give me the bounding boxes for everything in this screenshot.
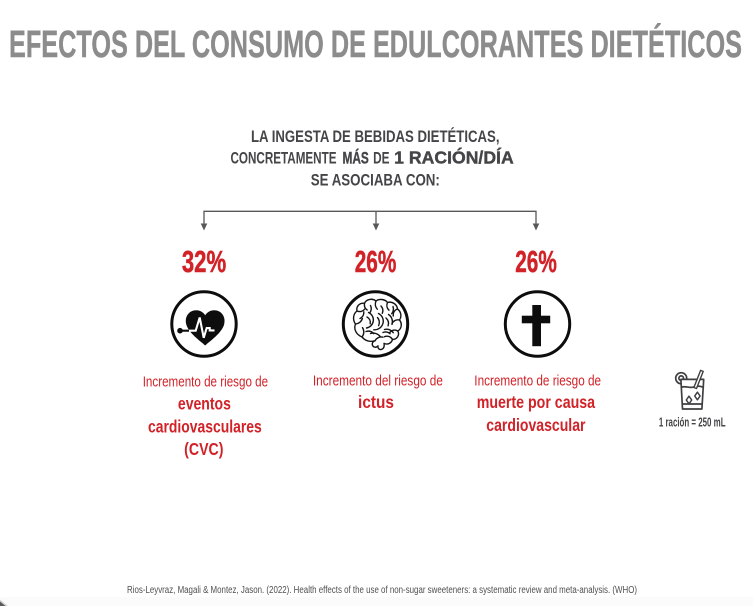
svg-text:26%: 26% bbox=[515, 245, 557, 279]
svg-text:(CVC): (CVC) bbox=[184, 439, 223, 459]
svg-text:SE ASOCIABA CON:: SE ASOCIABA CON: bbox=[311, 170, 440, 189]
svg-text:1 ración = 250 mL: 1 ración = 250 mL bbox=[659, 415, 726, 430]
svg-text:DE: DE bbox=[373, 148, 389, 167]
svg-text:cardiovascular: cardiovascular bbox=[486, 415, 585, 435]
svg-text:Incremento de riesgo de: Incremento de riesgo de bbox=[143, 375, 268, 391]
svg-text:eventos: eventos bbox=[178, 393, 231, 413]
svg-text:EFECTOS DEL CONSUMO DE EDULCOR: EFECTOS DEL CONSUMO DE EDULCORANTES DIET… bbox=[9, 22, 742, 66]
svg-text:muerte por causa: muerte por causa bbox=[477, 392, 596, 412]
svg-text:Incremento del riesgo de: Incremento del riesgo de bbox=[313, 374, 443, 390]
svg-text:Incremento de riesgo de: Incremento de riesgo de bbox=[474, 374, 601, 390]
svg-text:LA INGESTA DE BEBIDAS DIETÉTIC: LA INGESTA DE BEBIDAS DIETÉTICAS, bbox=[251, 127, 500, 146]
svg-text:cardiovasculares: cardiovasculares bbox=[148, 417, 262, 437]
svg-text:Rios-Leyvraz, Magali & Montez,: Rios-Leyvraz, Magali & Montez, Jason. (2… bbox=[127, 585, 637, 596]
svg-text:ictus: ictus bbox=[358, 392, 394, 412]
svg-text:32%: 32% bbox=[182, 245, 226, 279]
svg-text:1 RACIÓN/DÍA: 1 RACIÓN/DÍA bbox=[394, 147, 514, 167]
svg-text:CONCRETAMENTE: CONCRETAMENTE bbox=[231, 148, 337, 167]
svg-text:MÁS: MÁS bbox=[343, 148, 369, 167]
svg-text:26%: 26% bbox=[355, 245, 397, 279]
